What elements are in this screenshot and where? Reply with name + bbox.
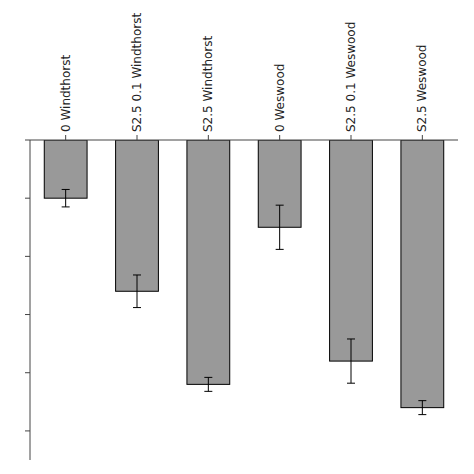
y-tick bbox=[25, 372, 30, 373]
x-tick bbox=[279, 135, 280, 140]
bar bbox=[330, 140, 373, 361]
error-bar bbox=[418, 401, 426, 415]
chart: 0 Windthorst S2.5 0.1 Windthorst S2.5 Wind… bbox=[0, 0, 474, 474]
error-bar bbox=[62, 189, 70, 206]
x-tick bbox=[208, 135, 209, 140]
x-tick bbox=[351, 135, 352, 140]
bars bbox=[44, 140, 443, 415]
error-bar bbox=[347, 339, 355, 383]
x-tick-label: 0 Windthorst bbox=[59, 55, 73, 132]
error-bar bbox=[133, 275, 141, 308]
x-tick-label: S2.5 Windthorst bbox=[201, 35, 215, 132]
bar bbox=[187, 140, 230, 384]
x-axis bbox=[30, 140, 458, 141]
x-tick-label: S2.5 0.1 Weswood bbox=[344, 22, 358, 132]
x-tick-label: 0 Weswood bbox=[273, 64, 287, 132]
x-tick bbox=[65, 135, 66, 140]
x-tick-label: S2.5 Weswood bbox=[415, 45, 429, 132]
y-tick bbox=[25, 256, 30, 257]
error-bar bbox=[204, 377, 212, 391]
bar bbox=[116, 140, 159, 291]
x-tick-label: S2.5 0.1 Windthorst bbox=[130, 13, 144, 132]
y-axis bbox=[30, 140, 31, 460]
chart-container: 0 Windthorst S2.5 0.1 Windthorst S2.5 Wind… bbox=[0, 0, 474, 474]
y-tick bbox=[25, 314, 30, 315]
y-tick bbox=[25, 140, 30, 141]
x-tick bbox=[422, 135, 423, 140]
bar bbox=[401, 140, 444, 408]
y-tick bbox=[25, 430, 30, 431]
y-tick bbox=[25, 198, 30, 199]
error-bar bbox=[276, 205, 284, 249]
bar bbox=[44, 140, 87, 198]
x-tick bbox=[137, 135, 138, 140]
